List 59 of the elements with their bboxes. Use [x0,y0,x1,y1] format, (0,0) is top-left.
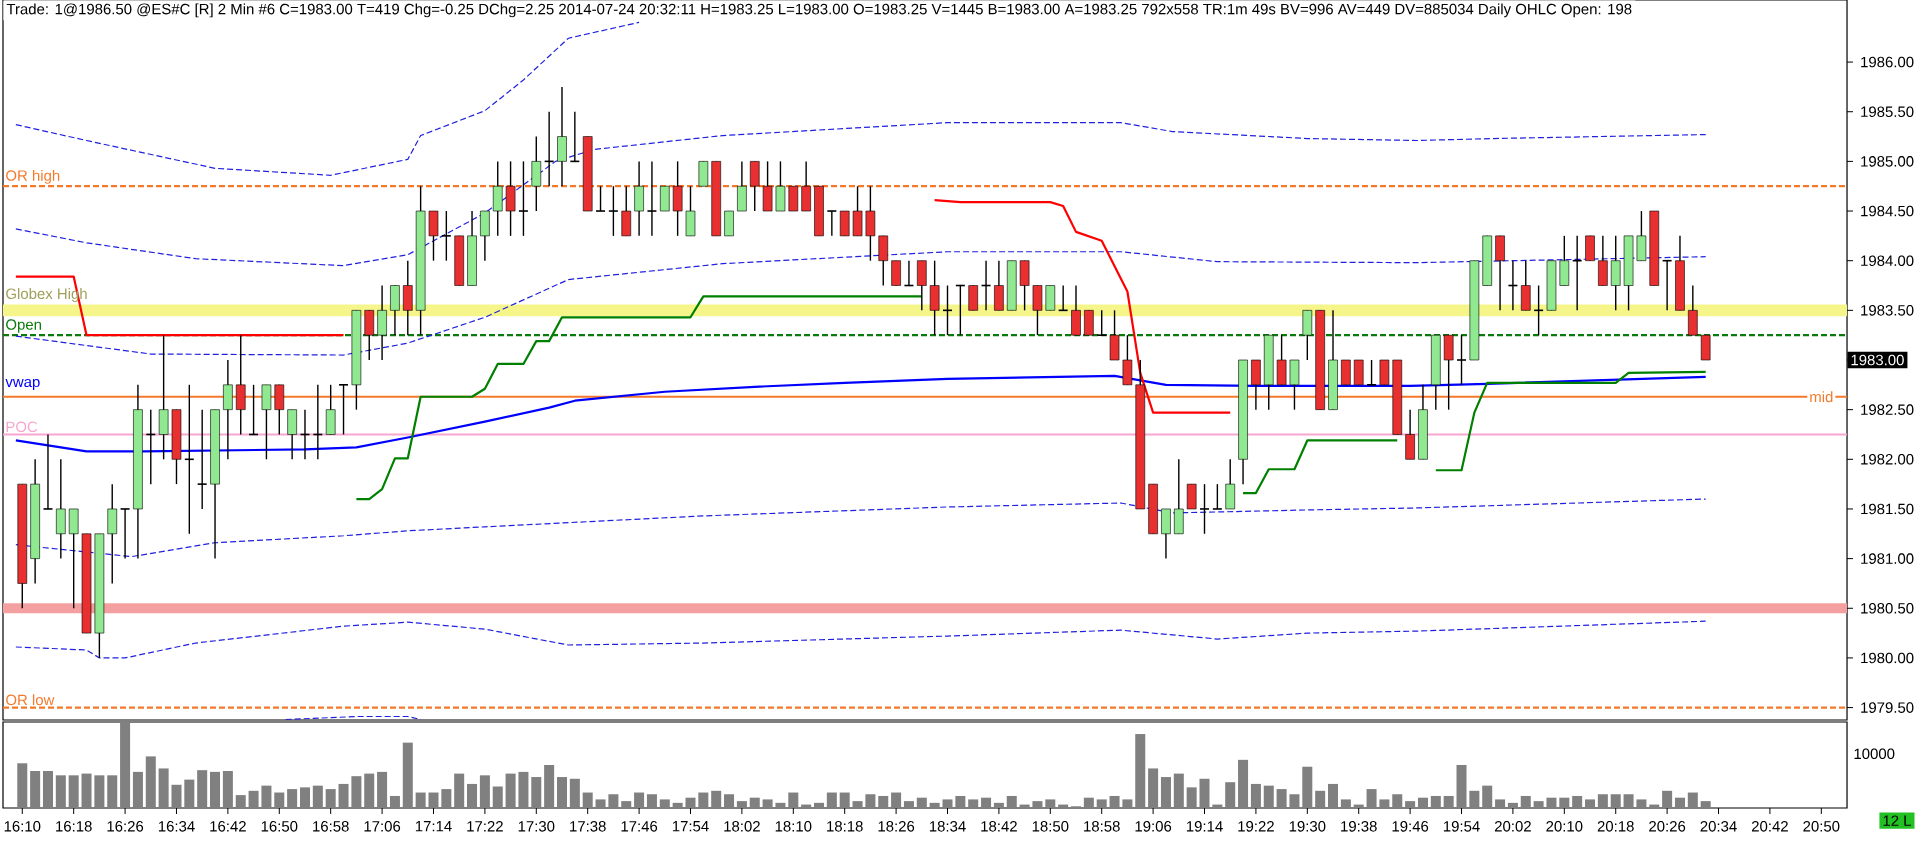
x-tick-label: 19:46 [1392,821,1429,832]
x-tick-label: 19:14 [1186,821,1223,832]
y-tick-label: 1985.50 [1861,106,1914,118]
x-tick-label: 19:22 [1238,821,1274,832]
y-tick-label: 1981.00 [1861,553,1914,564]
text: 1983.00 [1851,354,1904,366]
x-tick-label: 18:02 [724,821,760,832]
y-tick-label: 1982.50 [1861,404,1914,415]
x-tick-label: 17:22 [467,821,503,832]
x-tick-label: 16:10 [4,821,41,832]
x-tick-label: 18:18 [827,821,863,832]
y-tick-label: 1980.00 [1861,652,1914,664]
x-tick-label: 18:34 [929,821,966,832]
x-tick-label: 20:02 [1494,821,1531,832]
y-tick-label: 1981.50 [1861,503,1914,515]
x-tick-label: 17:14 [415,821,452,832]
ref-line-label: OR high [6,169,60,184]
x-tick-label: 19:38 [1341,821,1377,832]
x-tick-label: 16:42 [210,821,246,832]
x-tick-label: 18:26 [878,821,915,832]
x-tick-label: 19:06 [1135,821,1172,832]
x-tick-label: 16:34 [158,821,195,832]
y-tick-label: 1979.50 [1861,702,1914,713]
text: 12 L [1883,815,1911,826]
y-tick-label: 1980.50 [1861,602,1914,614]
x-tick-label: 20:18 [1597,821,1634,832]
x-tick-label: 20:50 [1803,821,1840,832]
text: 10000 [1854,748,1895,760]
x-tick-label: 17:30 [518,821,555,832]
ref-line-label: POC [6,421,38,433]
x-tick-label: 20:34 [1700,821,1737,832]
x-tick-label: 20:42 [1751,821,1788,832]
x-tick-label: 18:58 [1084,821,1120,832]
annotation: mid [1810,391,1833,403]
y-tick-label: 1986.00 [1861,56,1914,68]
y-tick-label: 1985.00 [1861,156,1914,167]
x-tick-label: 19:54 [1443,821,1480,832]
ref-line-label: Open [6,319,41,333]
x-tick-label: 17:46 [621,821,658,832]
x-tick-label: 20:26 [1649,821,1686,832]
x-tick-label: 17:54 [672,821,709,832]
x-tick-label: 17:38 [570,821,606,832]
x-tick-label: 16:26 [107,821,144,832]
x-tick-label: 18:50 [1032,821,1069,832]
y-tick-label: 1982.00 [1861,454,1914,465]
x-tick-label: 17:06 [364,821,401,832]
ref-line-label: OR low [6,694,55,706]
x-tick-label: 16:50 [261,821,298,832]
x-tick-label: 18:42 [981,821,1017,832]
x-tick-label: 18:10 [775,821,812,832]
x-tick-label: 19:30 [1289,821,1326,832]
text: vwap [5,378,40,391]
y-tick-label: 1984.00 [1861,255,1914,266]
chart-title: Trade: 1@1986.50 @ES#C [R] 2 Min #6 C=1983.00 T=419 Chg=-0.25 DChg=2.25 2014-07-24 20:32:11 H=1983.25 L=1983.00 O=1983.25 V=1445 B=1983.00 A=1983.25 792x558 TR:1m 49s BV=996 AV=449 DV=885034 Daily OHLC Open: 198 [6,3,1632,18]
y-tick-label: 1984.50 [1861,205,1914,217]
x-tick-label: 20:10 [1546,821,1583,832]
x-tick-label: 16:18 [56,821,92,832]
x-tick-label: 16:58 [313,821,349,832]
y-tick-label: 1983.50 [1861,305,1914,316]
